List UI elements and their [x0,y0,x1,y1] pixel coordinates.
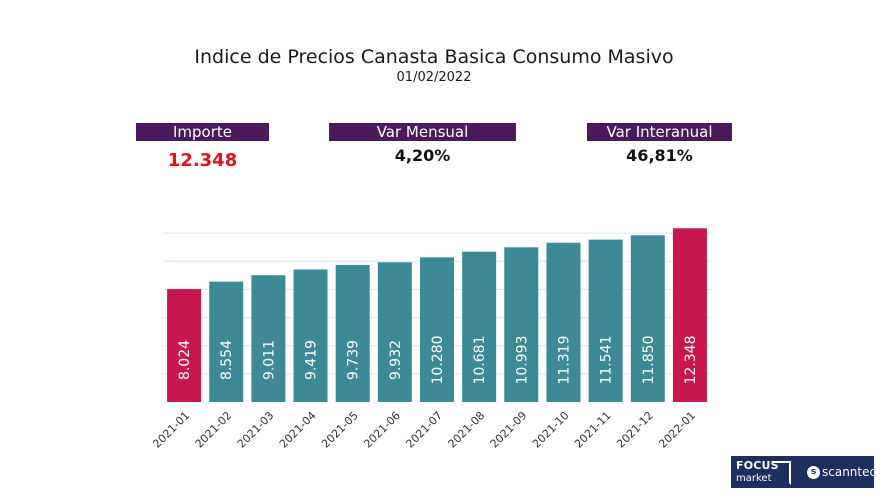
market-logo-text: market [736,473,772,484]
data-label-2021-04: 9.419 [304,340,320,380]
kpi-value-var-mensual: 4,20% [394,146,451,165]
kpi-label-var-interanual: Var Interanual [587,123,732,141]
data-label-2022-01: 12.348 [683,336,699,385]
scanntech-icon: s [807,466,820,479]
data-label-2021-06: 9.932 [388,340,404,380]
data-label-2021-08: 10.681 [472,335,488,384]
bar-2021-07 [420,257,454,402]
data-label-2021-02: 8.554 [219,340,235,380]
x-tick-2021-09: 2021-09 [488,409,530,451]
bar-2021-03 [251,275,286,402]
bar-2021-10 [546,242,581,402]
kpi-label-importe: Importe [136,123,269,141]
kpi-label-var-mensual: Var Mensual [329,123,516,141]
x-tick-2021-07: 2021-07 [403,409,445,451]
scanntech-logo-text: scanntech [822,465,880,479]
kpi-value-var-interanual: 46,81% [626,146,693,165]
data-label-2021-10: 11.319 [556,336,572,385]
chart-date: 01/02/2022 [396,70,472,85]
x-tick-2021-08: 2021-08 [446,409,488,451]
bar-2021-08 [462,251,497,402]
x-tick-2021-06: 2021-06 [361,409,403,451]
data-label-2021-07: 10.280 [430,336,446,385]
bar-2021-06 [377,262,412,402]
bar-2021-05 [335,264,370,402]
bar-2021-09 [504,247,539,402]
x-tick-2021-10: 2021-10 [530,409,572,451]
chart-title: Indice de Precios Canasta Basica Consumo… [194,46,674,68]
bar-2021-12 [630,235,665,402]
bar-2021-02 [209,281,244,402]
sponsor-logos: FOCUS market s scanntech [731,456,880,488]
focus-logo-text: FOCUS [736,459,779,472]
data-label-2021-11: 11.541 [599,336,615,385]
focus-frame-icon [771,461,791,485]
data-label-2021-12: 11.850 [641,336,657,385]
x-tick-2021-11: 2021-11 [572,409,614,451]
data-label-2021-01: 8.024 [177,340,193,380]
data-label-2021-03: 9.011 [261,340,277,380]
x-tick-2021-01: 2021-01 [151,409,193,451]
bar-2022-01 [672,228,707,402]
bar-2021-04 [293,269,328,402]
x-tick-2021-02: 2021-02 [193,409,235,451]
x-tick-2022-01: 2022-01 [656,409,698,451]
data-label-2021-09: 10.993 [514,336,530,385]
data-label-2021-05: 9.739 [346,340,362,380]
bar-2021-11 [588,239,623,402]
x-tick-2021-04: 2021-04 [277,409,319,451]
bar-2021-01 [167,289,202,402]
kpi-value-importe: 12.348 [167,150,238,171]
x-tick-2021-12: 2021-12 [614,409,656,451]
x-tick-2021-05: 2021-05 [319,409,361,451]
x-tick-2021-03: 2021-03 [235,409,277,451]
